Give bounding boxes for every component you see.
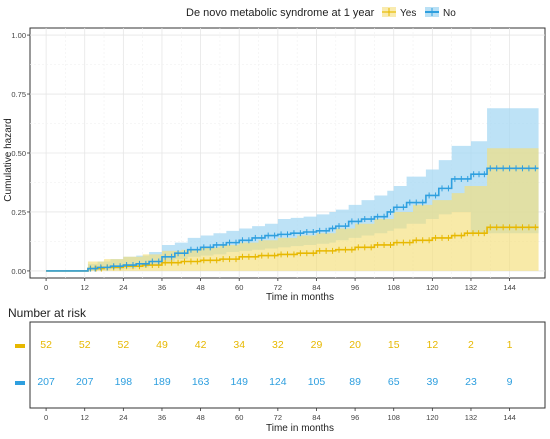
risk-value-yes: 52 [118,339,130,351]
risk-x-tick-label: 108 [387,413,400,422]
legend-label-yes: Yes [400,8,416,19]
risk-value-no: 198 [115,376,133,388]
risk-value-yes: 34 [233,339,245,351]
risk-value-yes: 52 [40,339,52,351]
risk-value-no: 207 [37,376,55,388]
x-tick-label: 36 [158,283,166,292]
risk-value-yes: 52 [79,339,91,351]
risk-value-yes: 42 [195,339,207,351]
risk-x-tick-label: 12 [81,413,89,422]
risk-value-yes: 12 [427,339,439,351]
legend-title: De novo metabolic syndrome at 1 year [186,7,375,19]
risk-value-yes: 15 [388,339,400,351]
risk-value-no: 89 [349,376,361,388]
x-tick-label: 60 [235,283,243,292]
x-tick-label: 120 [426,283,439,292]
risk-value-yes: 32 [272,339,284,351]
x-tick-label: 96 [351,283,359,292]
risk-x-tick-label: 48 [196,413,204,422]
x-tick-label: 0 [44,283,48,292]
legend-item-yes: Yes [382,7,416,19]
risk-value-no: 39 [427,376,439,388]
x-tick-label: 84 [312,283,320,292]
risk-value-no: 189 [153,376,171,388]
x-tick-label: 12 [81,283,89,292]
series-line-yes [46,226,539,272]
risk-x-tick-label: 144 [503,413,516,422]
x-tick-label: 72 [274,283,282,292]
risk-x-tick-label: 24 [119,413,127,422]
risk-value-no: 207 [76,376,94,388]
risk-value-no: 23 [465,376,477,388]
x-tick-label: 48 [196,283,204,292]
risk-value-no: 163 [192,376,210,388]
risk-x-tick-label: 96 [351,413,359,422]
x-tick-label: 144 [503,283,516,292]
y-tick-label: 0.25 [11,208,26,217]
risk-value-yes: 49 [156,339,168,351]
legend: De novo metabolic syndrome at 1 year Yes… [186,7,456,19]
legend-item-no: No [425,7,456,19]
x-tick-label: 108 [387,283,400,292]
y-tick-label: 0.75 [11,90,26,99]
risk-value-no: 124 [269,376,287,388]
series-line-no [46,167,539,272]
risk-table-panel [29,321,546,409]
risk-x-tick-label: 72 [274,413,282,422]
y-tick-label: 1.00 [11,31,26,40]
risk-row-swatch-yes [15,344,25,348]
risk-value-yes: 29 [311,339,323,351]
risk-table-title: Number at risk [8,306,87,320]
risk-x-tick-label: 60 [235,413,243,422]
risk-x-tick-label: 132 [465,413,478,422]
risk-value-yes: 20 [349,339,361,351]
risk-x-tick-label: 36 [158,413,166,422]
risk-table-x-axis-label: Time in months [266,423,334,434]
x-axis-label: Time in months [266,292,334,303]
plot-area: 0 12 24 36 48 60 72 84 96 108 120 132 144 0.00 0.25 0.5… [11,27,546,292]
y-axis-label: Cumulative hazard [3,118,14,201]
risk-value-no: 65 [388,376,400,388]
risk-table: 52 52 52 49 42 34 32 29 20 15 12 2 1 207 207 198 189 163 1… [15,321,546,422]
risk-value-no: 9 [507,376,513,388]
legend-label-no: No [443,8,456,19]
risk-x-tick-label: 84 [312,413,320,422]
x-tick-label: 24 [119,283,127,292]
y-tick-label: 0.50 [11,149,26,158]
risk-value-no: 105 [308,376,326,388]
risk-value-yes: 2 [468,339,474,351]
risk-value-no: 149 [230,376,248,388]
risk-x-tick-label: 120 [426,413,439,422]
x-tick-label: 132 [465,283,478,292]
y-tick-label: 0.00 [11,267,26,276]
risk-x-tick-label: 0 [44,413,48,422]
risk-value-yes: 1 [507,339,513,351]
risk-row-swatch-no [15,381,25,385]
